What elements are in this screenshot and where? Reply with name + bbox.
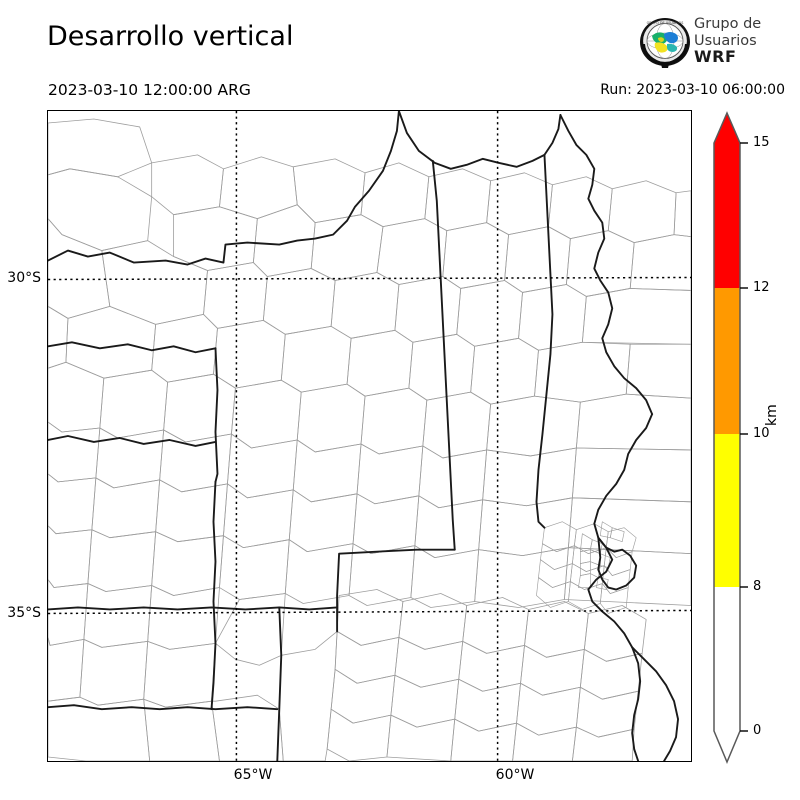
logo-text: Grupo de Usuarios WRF bbox=[694, 16, 796, 66]
page-title: Desarrollo vertical bbox=[47, 21, 294, 52]
lon-label-60w: 60°W bbox=[495, 767, 535, 783]
map-vector-layer bbox=[48, 111, 691, 761]
colorbar-label-0: 0 bbox=[753, 723, 762, 738]
valid-time-label: 2023-03-10 12:00:00 ARG bbox=[48, 81, 251, 99]
colorbar-label-10: 10 bbox=[753, 426, 770, 441]
logo-line-3: WRF bbox=[694, 47, 737, 66]
colorbar-axis-label: km bbox=[764, 404, 780, 426]
logo-line-1: Grupo de bbox=[694, 16, 762, 32]
colorbar-ticks bbox=[740, 142, 748, 732]
colorbar-label-12: 12 bbox=[753, 280, 770, 295]
colorbar-label-15: 15 bbox=[753, 135, 770, 150]
colorbar-segment-10-12 bbox=[714, 288, 740, 434]
colorbar-extend-max-arrow bbox=[714, 113, 740, 143]
lon-label-65w: 65°W bbox=[233, 767, 273, 783]
logo-line-2: Usuarios bbox=[694, 32, 757, 49]
colorbar-extend-min-arrow bbox=[714, 731, 740, 762]
colorbar: 15 12 10 8 0 km bbox=[712, 110, 800, 765]
graticule bbox=[48, 111, 691, 761]
svg-text:GRUPO DE USUARIOS: GRUPO DE USUARIOS bbox=[647, 21, 684, 25]
run-time-label: Run: 2023-03-10 06:00:00 bbox=[600, 82, 785, 98]
colorbar-segment-12-15 bbox=[714, 143, 740, 288]
map-canvas[interactable] bbox=[47, 110, 692, 762]
colorbar-segment-0-8 bbox=[714, 587, 740, 731]
parallel-35s bbox=[48, 609, 691, 615]
admin2-boundaries bbox=[48, 118, 691, 761]
colorbar-graphic bbox=[713, 111, 748, 764]
logo: GRUPO DE USUARIOS Grupo de Usuarios WRF bbox=[638, 14, 796, 70]
admin1-boundaries bbox=[48, 111, 679, 761]
lat-label-35s: 35°S bbox=[7, 605, 41, 621]
globe-emblem-icon: GRUPO DE USUARIOS bbox=[640, 18, 690, 68]
parallel-30s bbox=[48, 276, 691, 281]
lat-label-30s: 30°S bbox=[7, 270, 41, 286]
colorbar-label-8: 8 bbox=[753, 579, 762, 594]
colorbar-segment-8-10 bbox=[714, 434, 740, 587]
